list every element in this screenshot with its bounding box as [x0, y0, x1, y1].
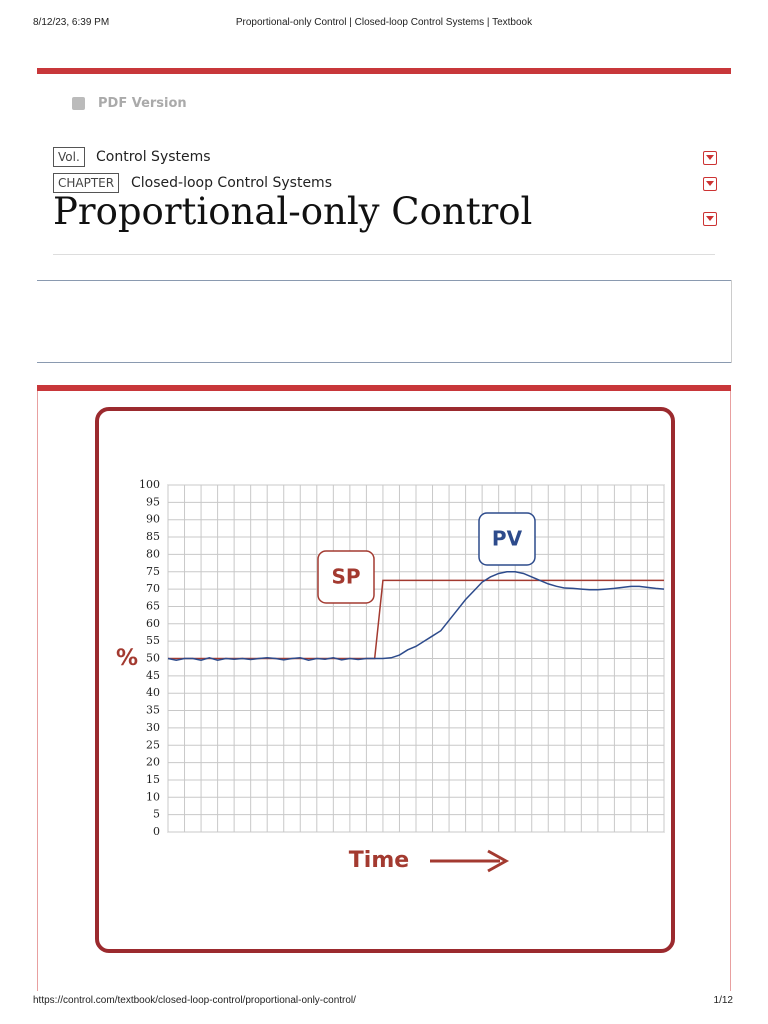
vol-link[interactable]: Control Systems: [96, 149, 211, 165]
y-tick-label: 60: [146, 617, 160, 630]
series-line: [167, 571, 665, 662]
content-border: [730, 391, 731, 991]
y-tick-label: 65: [146, 599, 160, 612]
y-tick-label: 80: [146, 547, 160, 560]
dropdown[interactable]: [703, 151, 717, 165]
y-axis-label: %: [116, 646, 138, 671]
y-tick-label: 100: [139, 478, 160, 491]
y-tick-label: 70: [146, 582, 160, 595]
top-bar: [37, 68, 731, 74]
pdf-icon: [72, 97, 85, 110]
ad-border: [731, 280, 732, 363]
y-tick-label: 90: [146, 513, 160, 526]
y-tick-label: 55: [146, 634, 160, 647]
y-tick-label: 85: [146, 530, 160, 543]
pdf-link[interactable]: PDF Version: [98, 96, 187, 111]
series-label-box: [317, 550, 375, 604]
dropdown[interactable]: [703, 212, 717, 226]
chapter-tag: CHAPTER: [53, 173, 120, 193]
y-tick-label: 95: [146, 495, 160, 508]
print-date: 8/12/23, 6:39 PM: [33, 17, 110, 28]
time-arrow-head: [487, 849, 510, 873]
print-title: Proportional-only Control | Closed-loop …: [235, 17, 533, 28]
content-border: [37, 391, 38, 991]
y-tick-label: 10: [146, 790, 160, 803]
print-page: 1/12: [713, 995, 733, 1006]
y-tick-label: 50: [146, 652, 160, 665]
chapter-link[interactable]: Closed-loop Control Systems: [131, 175, 332, 191]
y-tick-label: 5: [153, 808, 160, 821]
y-tick-label: 20: [146, 756, 160, 769]
page-title: Proportional-only Control: [53, 190, 533, 233]
content-bar: [37, 385, 731, 391]
y-tick-label: 25: [146, 738, 160, 751]
y-tick-label: 35: [146, 704, 160, 717]
series-label-box: [478, 512, 536, 566]
series-label: SP: [331, 565, 360, 589]
dropdown[interactable]: [703, 177, 717, 191]
y-tick-label: 75: [146, 565, 160, 578]
y-tick-label: 30: [146, 721, 160, 734]
ad-border: [37, 362, 731, 363]
y-tick-label: 15: [146, 773, 160, 786]
vol-tag: Vol.: [53, 147, 85, 167]
x-axis-label: Time: [349, 848, 409, 873]
divider: [53, 254, 715, 255]
series-label: PV: [492, 527, 523, 551]
series-line: [168, 579, 664, 660]
print-url: https://control.com/textbook/closed-loop…: [33, 995, 356, 1006]
y-tick-label: 45: [146, 669, 160, 682]
y-tick-label: 0: [153, 825, 160, 838]
ad-border: [37, 280, 731, 281]
y-tick-label: 40: [146, 686, 160, 699]
